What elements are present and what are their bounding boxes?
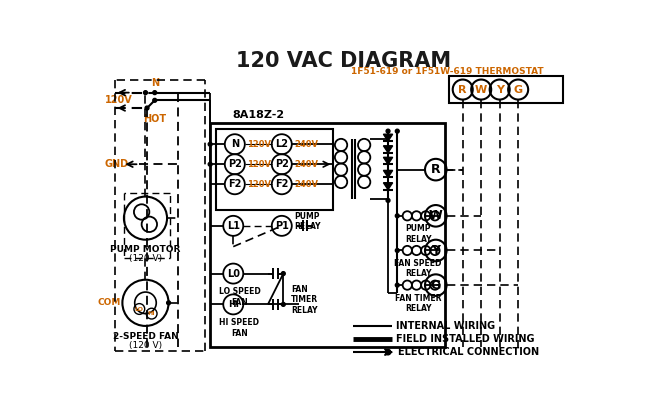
Text: W: W: [429, 210, 443, 222]
Text: PUMP MOTOR: PUMP MOTOR: [111, 245, 181, 254]
Text: 120V: 120V: [247, 140, 271, 149]
Text: GND: GND: [105, 159, 129, 169]
Circle shape: [395, 129, 399, 133]
Circle shape: [395, 248, 399, 252]
Polygon shape: [383, 183, 393, 190]
Text: 120 VAC DIAGRAM: 120 VAC DIAGRAM: [236, 51, 451, 71]
Polygon shape: [383, 157, 393, 164]
Text: HI SPEED
FAN: HI SPEED FAN: [220, 318, 259, 338]
Circle shape: [208, 142, 212, 146]
Text: FIELD INSTALLED WIRING: FIELD INSTALLED WIRING: [396, 334, 534, 344]
Text: 1F51-619 or 1F51W-619 THERMOSTAT: 1F51-619 or 1F51W-619 THERMOSTAT: [351, 67, 543, 76]
Text: (120 V): (120 V): [129, 341, 162, 349]
Text: F2: F2: [228, 179, 241, 189]
Text: 8A18Z-2: 8A18Z-2: [232, 110, 285, 119]
Text: L0: L0: [226, 269, 240, 279]
Text: P2: P2: [275, 159, 289, 169]
Circle shape: [281, 272, 285, 276]
Text: P1: P1: [275, 221, 289, 231]
Text: FAN SPEED
RELAY: FAN SPEED RELAY: [395, 259, 442, 278]
Text: R: R: [431, 163, 441, 176]
Polygon shape: [383, 171, 393, 177]
Polygon shape: [383, 134, 393, 141]
Bar: [210, 124, 445, 347]
Text: 120V: 120V: [247, 180, 271, 189]
Text: 240V: 240V: [294, 180, 318, 189]
Circle shape: [143, 91, 147, 95]
Circle shape: [281, 303, 285, 306]
Circle shape: [395, 283, 399, 287]
Text: LO SPEED
FAN: LO SPEED FAN: [218, 287, 261, 307]
Text: FAN TIMER
RELAY: FAN TIMER RELAY: [395, 294, 442, 313]
Text: G: G: [514, 85, 523, 95]
Text: INTERNAL WIRING: INTERNAL WIRING: [396, 321, 495, 331]
Text: HOT: HOT: [143, 114, 166, 124]
Circle shape: [386, 199, 390, 202]
Text: ELECTRICAL CONNECTION: ELECTRICAL CONNECTION: [398, 347, 539, 357]
Text: L1: L1: [226, 221, 240, 231]
Text: N: N: [230, 139, 239, 149]
Text: Y: Y: [496, 85, 504, 95]
Circle shape: [153, 91, 157, 95]
Text: L2: L2: [275, 139, 288, 149]
Text: FAN
TIMER
RELAY: FAN TIMER RELAY: [291, 285, 318, 315]
Text: HI: HI: [228, 300, 239, 309]
Text: N: N: [151, 78, 159, 88]
Circle shape: [145, 106, 149, 110]
Text: PUMP
RELAY: PUMP RELAY: [294, 212, 321, 231]
Text: G: G: [431, 279, 441, 292]
Bar: [449, 76, 563, 103]
Text: P2: P2: [228, 159, 242, 169]
Text: Y: Y: [431, 244, 440, 257]
Text: F2: F2: [275, 179, 289, 189]
Circle shape: [386, 129, 390, 133]
Text: R: R: [458, 85, 467, 95]
Text: (120 V): (120 V): [129, 253, 162, 263]
Text: W: W: [475, 85, 487, 95]
Text: 240V: 240V: [294, 160, 318, 169]
Circle shape: [153, 98, 157, 102]
Text: HI: HI: [148, 311, 155, 316]
Text: 120V: 120V: [105, 96, 133, 105]
Text: 240V: 240V: [294, 140, 318, 149]
Circle shape: [208, 162, 212, 166]
Text: 2-SPEED FAN: 2-SPEED FAN: [113, 332, 178, 341]
Polygon shape: [383, 146, 393, 153]
Text: 120V: 120V: [247, 160, 271, 169]
Text: COM: COM: [97, 298, 121, 308]
Bar: [216, 129, 334, 210]
Text: PUMP
RELAY: PUMP RELAY: [405, 224, 431, 244]
Circle shape: [167, 301, 170, 305]
Circle shape: [385, 349, 391, 355]
Circle shape: [395, 214, 399, 218]
Text: LO: LO: [135, 307, 144, 311]
